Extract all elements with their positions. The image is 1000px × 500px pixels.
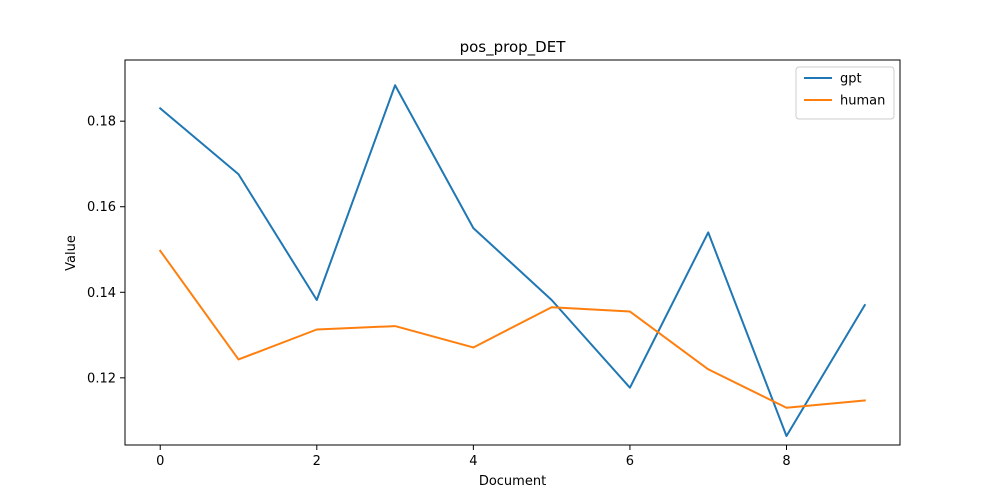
legend-box: [795, 66, 895, 120]
legend-label-gpt: gpt: [840, 72, 862, 87]
series-line-human: [158, 249, 866, 409]
y-axis: 0.12 0.14 0.16 0.18: [87, 115, 125, 386]
x-tick-label: 0: [156, 454, 164, 469]
y-tick-label: 0.12: [87, 371, 116, 386]
x-tick-label: 8: [782, 454, 790, 469]
plot-frame: [124, 59, 901, 446]
y-tick-label: 0.18: [87, 115, 116, 130]
series-line-gpt: [158, 84, 867, 438]
x-tick-label: 6: [626, 454, 634, 469]
y-axis-label: Value: [64, 235, 79, 271]
x-axis: 0 2 4 6 8: [156, 445, 791, 469]
y-tick-label: 0.14: [87, 286, 116, 301]
plot-area: [158, 84, 867, 438]
x-axis-label: Document: [479, 474, 546, 489]
legend: gpt human: [795, 66, 895, 120]
legend-label-human: human: [840, 94, 885, 109]
y-tick-label: 0.16: [87, 200, 116, 215]
x-tick-label: 2: [313, 454, 321, 469]
chart-title: pos_prop_DET: [460, 38, 567, 57]
x-tick-label: 4: [469, 454, 477, 469]
